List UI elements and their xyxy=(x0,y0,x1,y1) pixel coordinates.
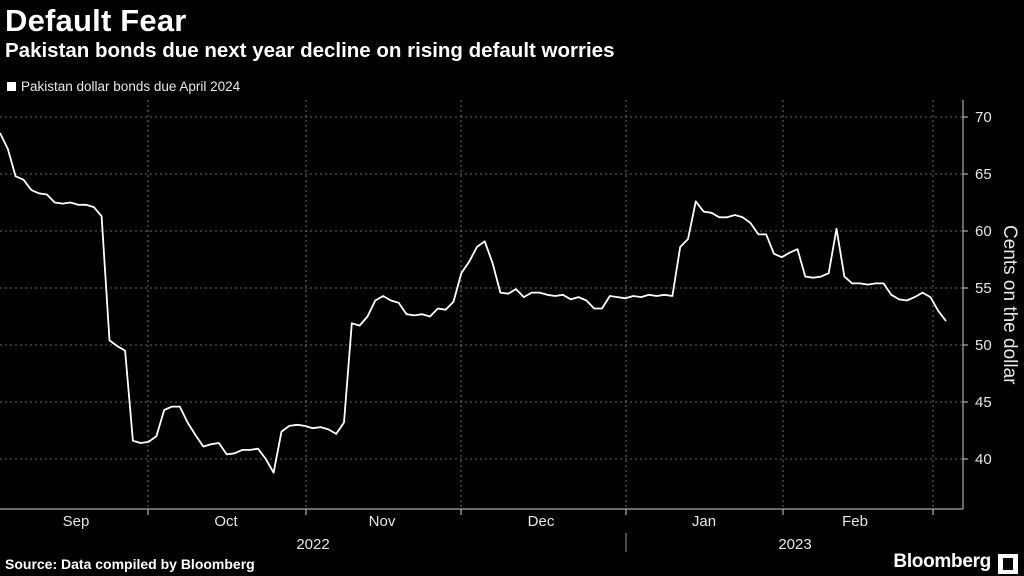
chart-legend: Pakistan dollar bonds due April 2024 xyxy=(7,79,240,94)
y-tick-label: 70 xyxy=(975,109,992,126)
legend-label: Pakistan dollar bonds due April 2024 xyxy=(21,79,241,94)
chart-subtitle: Pakistan bonds due next year decline on … xyxy=(5,39,615,62)
y-tick-label: 65 xyxy=(975,166,992,183)
y-tick-label: 50 xyxy=(975,337,992,354)
axes xyxy=(0,100,964,510)
x-tick-label: Oct xyxy=(214,513,238,530)
y-axis-ticks: 40 45 50 55 60 65 70 xyxy=(963,109,992,468)
y-tick-label: 45 xyxy=(975,394,992,411)
legend-swatch xyxy=(7,82,16,91)
x-axis-ticks: Sep Oct Nov Dec Jan Feb 2022 2023 xyxy=(63,509,934,553)
x-year-label: 2022 xyxy=(296,536,329,553)
brand-mark-icon xyxy=(998,554,1018,574)
y-tick-label: 40 xyxy=(975,451,992,468)
x-tick-label: Nov xyxy=(369,513,396,530)
x-tick-label: Sep xyxy=(63,513,90,530)
x-tick-label: Jan xyxy=(692,513,716,530)
source-note: Source: Data compiled by Bloomberg xyxy=(5,556,255,572)
series-group xyxy=(0,132,947,474)
y-axis-label: Cents on the dollar xyxy=(999,225,1020,385)
brand-logo-text: Bloomberg xyxy=(893,551,991,572)
y-tick-label: 55 xyxy=(975,280,992,297)
chart-title: Default Fear xyxy=(5,3,187,38)
series-line xyxy=(0,132,947,474)
y-tick-label: 60 xyxy=(975,223,992,240)
x-year-label: 2023 xyxy=(778,536,811,553)
x-tick-label: Dec xyxy=(528,513,555,530)
gridlines xyxy=(0,100,963,509)
x-tick-label: Feb xyxy=(842,513,868,530)
